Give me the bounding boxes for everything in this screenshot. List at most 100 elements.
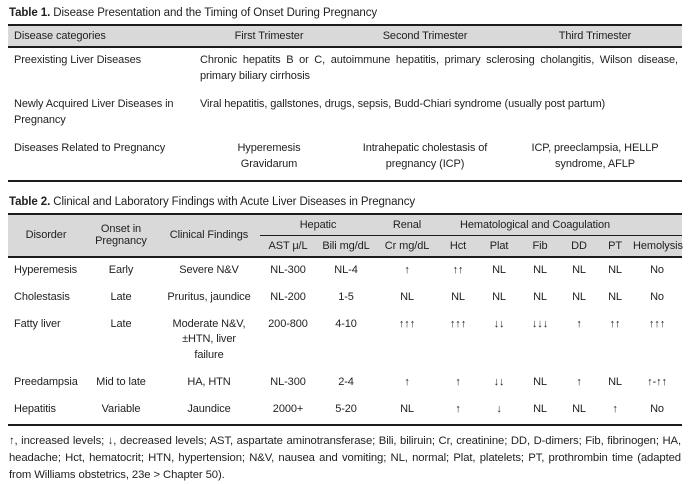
table2-header: Disorder Onset in Pregnancy Clinical Fin… — [8, 213, 683, 257]
table-cell-bili: 2-4 — [338, 376, 354, 389]
table-cell-plat: ↓↓ — [493, 376, 505, 389]
table-cell-bili: 1-5 — [338, 290, 354, 303]
table-cell-plat: ↓↓ — [493, 317, 505, 330]
table-cell-ast: NL-300 — [270, 263, 306, 276]
table-cell-hct: ↑ — [455, 403, 461, 416]
table-cell-plat: ↓ — [496, 403, 502, 416]
table-cell-pt: NL — [608, 376, 622, 389]
table-cell-hct: ↑↑ — [452, 263, 464, 276]
table-cell-third-trimester: ICP, preeclampsia, HELLP syndrome, AFLP — [531, 141, 659, 170]
table-cell-onset: Mid to late — [96, 376, 146, 389]
table-row-fatty-liver: Fatty liver Late Moderate N&V, ±HTN, liv… — [8, 312, 682, 371]
table-row-preedampsia: Preedampsia Mid to late HA, HTN NL-300 2… — [8, 370, 682, 397]
table-cell-cr: ↑ — [404, 263, 410, 276]
table-cell-disorder: Fatty liver — [14, 317, 61, 330]
table2-col-plat: Plat — [478, 235, 521, 257]
table1-col-second-trimester: Second Trimester — [342, 25, 508, 47]
table2-col-clinical-findings: Clinical Findings — [158, 213, 260, 257]
table2-col-dd: DD — [560, 235, 599, 257]
table1-col-disease-categories: Disease categories — [8, 25, 196, 47]
table1-title-label: Table 1. — [9, 7, 51, 19]
table-cell-bili: 5-20 — [335, 403, 357, 416]
table1-col-third-trimester: Third Trimester — [508, 25, 682, 47]
table-cell-plat: NL — [492, 290, 506, 303]
table2-col-bili: Bili mg/dL — [316, 235, 377, 257]
table-cell-hemolysis: No — [650, 263, 664, 276]
table-cell-cr: NL — [400, 403, 414, 416]
table-cell-ast: NL-200 — [270, 290, 306, 303]
table-cell-onset: Late — [110, 317, 132, 330]
table2-group-hepatic: Hepatic — [260, 213, 377, 236]
table-row-hepatitis: Hepatitis Variable Jaundice 2000+ 5-20 N… — [8, 397, 682, 425]
table2-group-hematological-coagulation: Hematological and Coagulation — [438, 213, 633, 236]
table-cell-onset: Late — [110, 290, 132, 303]
table-cell-dd: ↑ — [576, 376, 582, 389]
table-cell-hct: NL — [451, 290, 465, 303]
table2-col-fib: Fib — [520, 235, 561, 257]
table-cell-all-trimesters: Chronic hepatits B or C, autoimmune hepa… — [200, 54, 678, 82]
table-cell-cr: NL — [400, 290, 414, 303]
table-row-hyperemesis: Hyperemesis Early Severe N&V NL-300 NL-4… — [8, 257, 682, 285]
table2-col-pt: PT — [598, 235, 633, 257]
table-row-cholestasis: Cholestasis Late Pruritus, jaundice NL-2… — [8, 285, 682, 312]
table-cell-ast: 2000+ — [272, 403, 304, 416]
table-cell-pt: NL — [608, 290, 622, 303]
table-cell-bili: NL-4 — [334, 263, 358, 276]
table1-col-first-trimester: First Trimester — [196, 25, 342, 47]
table2-col-hct: Hct — [438, 235, 479, 257]
table-cell-fib: ↓↓↓ — [531, 317, 549, 330]
table-cell-first-trimester: Hyperemesis Gravidarum — [237, 141, 301, 170]
table-cell-all-trimesters: Viral hepatitis, gallstones, drugs, seps… — [200, 97, 606, 110]
abbreviations-footnote: ↑, increased levels; ↓, decreased levels… — [9, 435, 681, 482]
table-cell-hemolysis: No — [650, 403, 664, 416]
table-cell-second-trimester: Intrahepatic cholestasis of pregnancy (I… — [362, 141, 488, 170]
table-cell-clinical: Moderate N&V, ±HTN, liver failure — [172, 317, 246, 362]
table2-title-text: Clinical and Laboratory Findings with Ac… — [50, 195, 415, 208]
table-cell-disorder: Cholestasis — [14, 290, 70, 303]
table-cell-plat: NL — [492, 263, 506, 276]
table2-col-hemolysis: Hemolysis — [632, 235, 683, 257]
table-cell-fib: NL — [533, 376, 547, 389]
table-cell-hemolysis: ↑↑↑ — [648, 317, 666, 330]
table-cell-cr: ↑ — [404, 376, 410, 389]
table-cell-onset: Early — [108, 263, 134, 276]
table-cell-ast: 200-800 — [268, 317, 308, 330]
table-cell-category: Newly Acquired Liver Diseases in Pregnan… — [14, 97, 174, 126]
table1-disease-presentation: Disease categories First Trimester Secon… — [8, 24, 682, 182]
table-cell-fib: NL — [533, 403, 547, 416]
table-cell-fib: NL — [533, 263, 547, 276]
table2-group-renal: Renal — [376, 213, 439, 236]
table1-title-text: Disease Presentation and the Timing of O… — [50, 7, 378, 19]
table-row: Diseases Related to Pregnancy Hyperemesi… — [8, 136, 682, 181]
table2-clinical-lab-findings: Disorder Onset in Pregnancy Clinical Fin… — [8, 212, 683, 427]
table-cell-bili: 4-10 — [335, 317, 357, 330]
table-cell-dd: NL — [572, 263, 586, 276]
table-cell-dd: NL — [572, 403, 586, 416]
table-cell-pt: NL — [608, 263, 622, 276]
table2-title-label: Table 2. — [9, 195, 51, 208]
table-cell-clinical: Severe N&V — [179, 263, 239, 276]
table-cell-hct: ↑ — [455, 376, 461, 389]
table2-col-onset: Onset in Pregnancy — [84, 213, 158, 257]
table-cell-clinical: Pruritus, jaundice — [167, 290, 251, 303]
table2-col-ast: AST μ/L — [260, 235, 316, 257]
table1-header: Disease categories First Trimester Secon… — [8, 25, 682, 47]
table-row: Preexisting Liver Diseases Chronic hepat… — [8, 47, 682, 92]
table-cell-hemolysis: No — [650, 290, 664, 303]
table-cell-onset: Variable — [101, 403, 141, 416]
table-cell-clinical: HA, HTN — [187, 376, 231, 389]
table-cell-pt: ↑ — [612, 403, 618, 416]
table-row: Newly Acquired Liver Diseases in Pregnan… — [8, 92, 682, 136]
table2-group-empty — [632, 213, 683, 236]
table2-col-cr: Cr mg/dL — [376, 235, 439, 257]
table-cell-disorder: Hyperemesis — [14, 263, 78, 276]
table-cell-dd: ↑ — [576, 317, 582, 330]
table-cell-cr: ↑↑↑ — [398, 317, 416, 330]
table-cell-clinical: Jaundice — [187, 403, 231, 416]
table2-title: Table 2. Clinical and Laboratory Finding… — [9, 196, 682, 208]
table2-col-disorder: Disorder — [8, 213, 84, 257]
table1-title: Table 1. Disease Presentation and the Ti… — [9, 7, 682, 19]
table-cell-dd: NL — [572, 290, 586, 303]
table-cell-category: Preexisting Liver Diseases — [14, 54, 142, 66]
table-cell-disorder: Hepatitis — [14, 403, 56, 416]
